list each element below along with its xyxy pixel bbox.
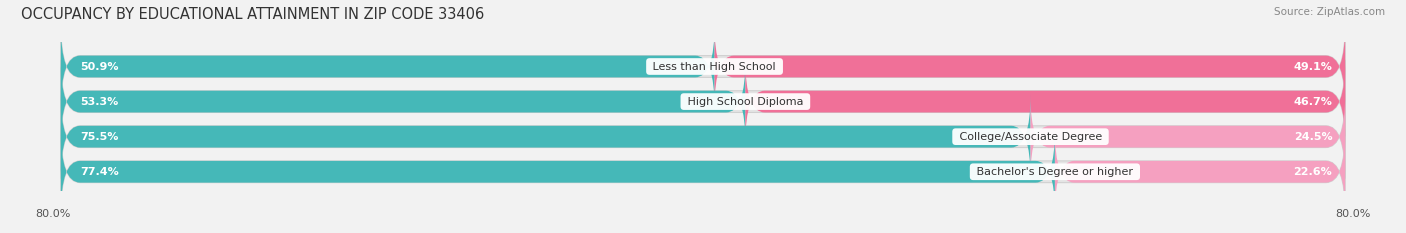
Text: High School Diploma: High School Diploma — [683, 97, 807, 106]
FancyBboxPatch shape — [60, 95, 1346, 178]
Text: 77.4%: 77.4% — [80, 167, 120, 177]
FancyBboxPatch shape — [714, 25, 1346, 108]
FancyBboxPatch shape — [60, 60, 745, 143]
FancyBboxPatch shape — [60, 130, 1346, 213]
Text: Source: ZipAtlas.com: Source: ZipAtlas.com — [1274, 7, 1385, 17]
FancyBboxPatch shape — [60, 95, 1031, 178]
Text: OCCUPANCY BY EDUCATIONAL ATTAINMENT IN ZIP CODE 33406: OCCUPANCY BY EDUCATIONAL ATTAINMENT IN Z… — [21, 7, 484, 22]
Text: 75.5%: 75.5% — [80, 132, 118, 142]
Text: Bachelor's Degree or higher: Bachelor's Degree or higher — [973, 167, 1136, 177]
Text: 24.5%: 24.5% — [1294, 132, 1333, 142]
Text: 80.0%: 80.0% — [1336, 209, 1371, 219]
Text: 49.1%: 49.1% — [1294, 62, 1333, 72]
FancyBboxPatch shape — [1031, 95, 1346, 178]
FancyBboxPatch shape — [60, 25, 714, 108]
FancyBboxPatch shape — [60, 60, 1346, 143]
FancyBboxPatch shape — [1054, 130, 1346, 213]
Text: 53.3%: 53.3% — [80, 97, 118, 106]
Text: 80.0%: 80.0% — [35, 209, 70, 219]
FancyBboxPatch shape — [745, 60, 1346, 143]
Text: Less than High School: Less than High School — [650, 62, 779, 72]
FancyBboxPatch shape — [60, 130, 1054, 213]
Text: 22.6%: 22.6% — [1294, 167, 1333, 177]
FancyBboxPatch shape — [60, 25, 1346, 108]
Text: 50.9%: 50.9% — [80, 62, 118, 72]
Text: 46.7%: 46.7% — [1294, 97, 1333, 106]
Text: College/Associate Degree: College/Associate Degree — [956, 132, 1105, 142]
